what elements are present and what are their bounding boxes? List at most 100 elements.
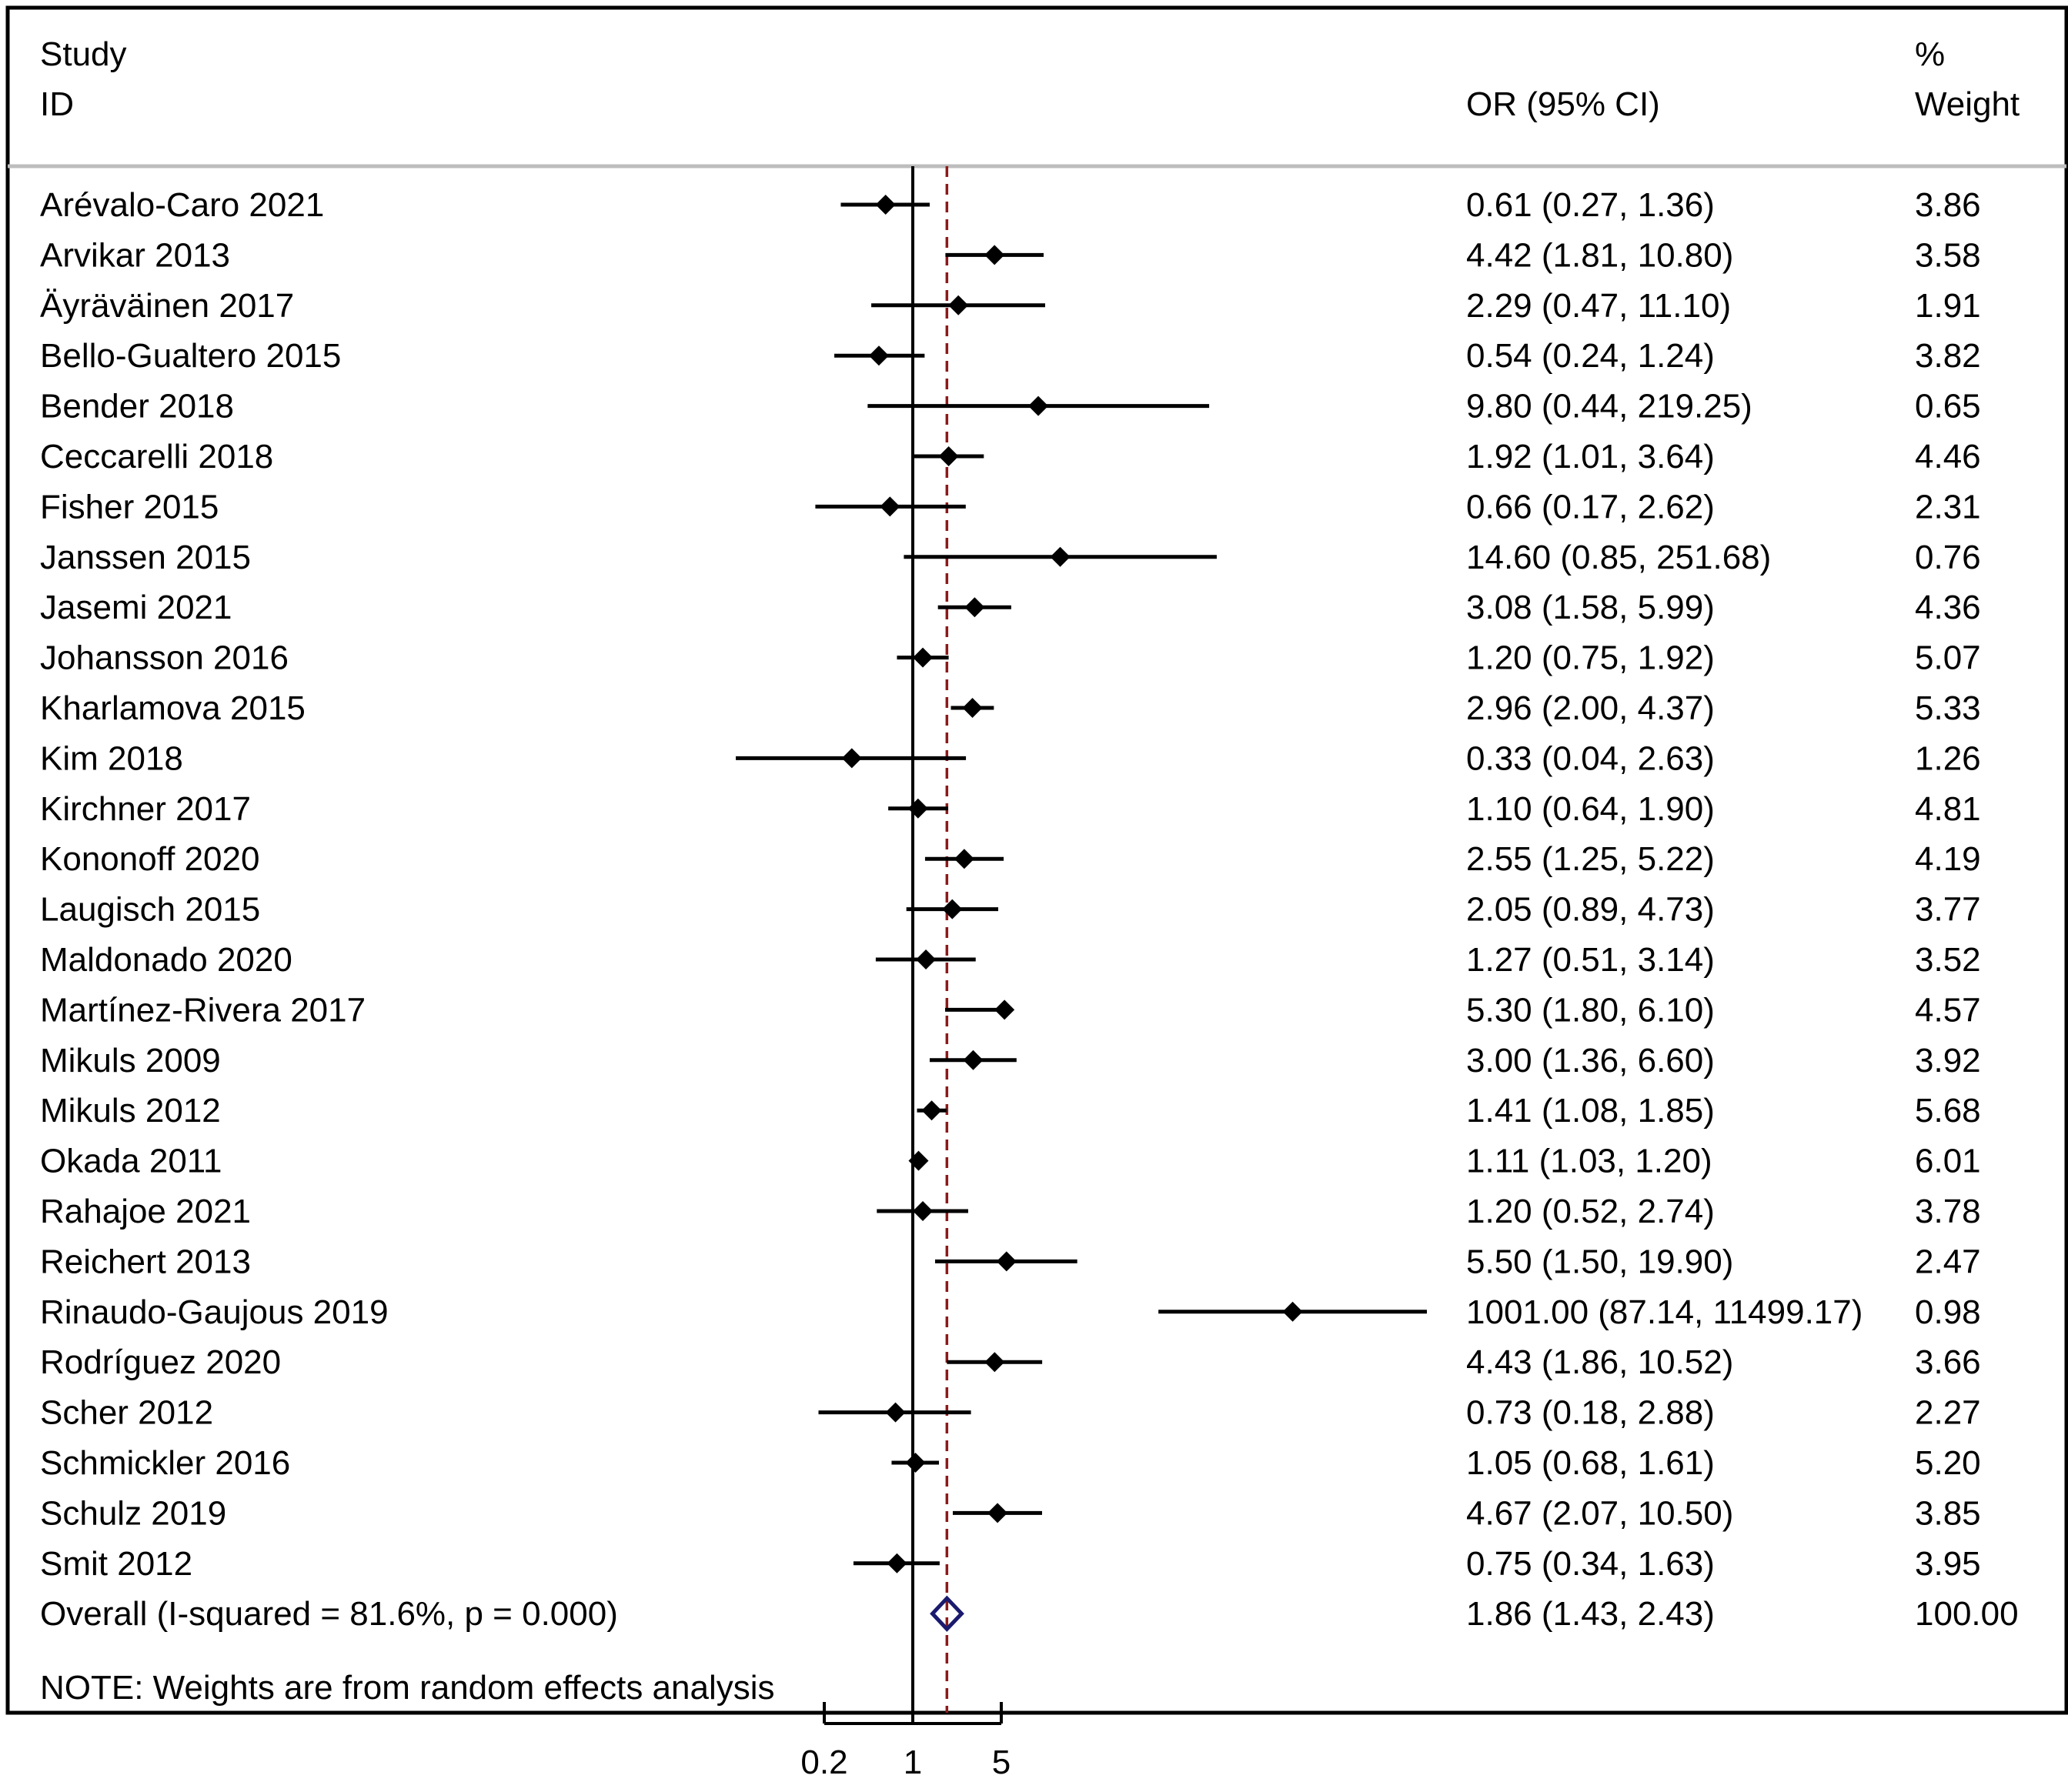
or-ci-label: 1.92 (1.01, 3.64) <box>1466 438 1715 476</box>
weight-label: 4.81 <box>1915 790 1981 828</box>
study-id: Bender 2018 <box>40 388 234 425</box>
or-ci-label: 9.80 (0.44, 219.25) <box>1466 388 1752 425</box>
weight-label: 0.65 <box>1915 388 1981 425</box>
or-ci-label: 4.42 (1.81, 10.80) <box>1466 236 1733 274</box>
study-row: Jasemi 2021 3.08 (1.58, 5.99) 4.36 <box>40 589 1981 626</box>
point-estimate-marker <box>908 1150 929 1171</box>
study-id: Kononoff 2020 <box>40 840 259 878</box>
study-id: Martínez-Rivera 2017 <box>40 991 366 1029</box>
study-id: Rodríguez 2020 <box>40 1343 281 1381</box>
weight-label: 5.20 <box>1915 1444 1981 1482</box>
weight-label: 2.31 <box>1915 488 1981 526</box>
weight-label: 4.46 <box>1915 438 1981 476</box>
point-estimate-marker <box>954 849 974 869</box>
or-ci-label: 1.10 (0.64, 1.90) <box>1466 790 1715 828</box>
study-id: Okada 2011 <box>40 1143 222 1180</box>
point-estimate-marker <box>887 1553 907 1573</box>
study-id: Kirchner 2017 <box>40 790 251 828</box>
study-row: Kim 2018 0.33 (0.04, 2.63) 1.26 <box>40 739 1981 777</box>
study-id: Arévalo-Caro 2021 <box>40 186 324 224</box>
study-id: Rinaudo-Gaujous 2019 <box>40 1293 389 1331</box>
study-id: Fisher 2015 <box>40 488 219 526</box>
point-estimate-marker <box>994 999 1015 1020</box>
point-estimate-marker <box>885 1402 906 1423</box>
study-row: Mikuls 2009 3.00 (1.36, 6.60) 3.92 <box>40 1042 1981 1080</box>
study-id: Reichert 2013 <box>40 1243 251 1280</box>
point-estimate-marker <box>942 899 963 919</box>
study-row: Kirchner 2017 1.10 (0.64, 1.90) 4.81 <box>40 790 1981 828</box>
weight-label: 5.07 <box>1915 639 1981 677</box>
overall-weight-label: 100.00 <box>1915 1595 2019 1633</box>
weight-label: 3.92 <box>1915 1042 1981 1080</box>
point-estimate-marker <box>984 1352 1005 1373</box>
or-ci-label: 0.75 (0.34, 1.63) <box>1466 1545 1715 1583</box>
weight-label: 4.19 <box>1915 840 1981 878</box>
study-row: Kononoff 2020 2.55 (1.25, 5.22) 4.19 <box>40 840 1981 878</box>
study-id: Janssen 2015 <box>40 539 251 576</box>
header-weight: Weight <box>1915 85 2020 123</box>
or-ci-label: 0.66 (0.17, 2.62) <box>1466 488 1715 526</box>
or-ci-label: 0.73 (0.18, 2.88) <box>1466 1394 1715 1432</box>
point-estimate-marker <box>880 496 900 517</box>
header-or: OR (95% CI) <box>1466 85 1660 123</box>
weight-label: 2.47 <box>1915 1243 1981 1280</box>
or-ci-label: 2.29 (0.47, 11.10) <box>1466 287 1731 325</box>
study-row: Smit 2012 0.75 (0.34, 1.63) 3.95 <box>40 1545 1981 1583</box>
header-percent: % <box>1915 35 1945 73</box>
or-ci-label: 2.55 (1.25, 5.22) <box>1466 840 1715 878</box>
study-id: Mikuls 2012 <box>40 1092 221 1130</box>
study-row: Johansson 2016 1.20 (0.75, 1.92) 5.07 <box>40 639 1981 677</box>
header-id: ID <box>40 85 74 123</box>
or-ci-label: 0.54 (0.24, 1.24) <box>1466 337 1715 375</box>
study-id: Smit 2012 <box>40 1545 192 1583</box>
weight-label: 3.86 <box>1915 186 1981 224</box>
point-estimate-marker <box>1050 546 1071 567</box>
study-row: Arvikar 2013 4.42 (1.81, 10.80) 3.58 <box>40 236 1981 274</box>
point-estimate-marker <box>905 1453 926 1473</box>
or-ci-label: 1001.00 (87.14, 11499.17) <box>1466 1293 1863 1331</box>
point-estimate-marker <box>984 245 1005 265</box>
or-ci-label: 14.60 (0.85, 251.68) <box>1466 539 1771 576</box>
or-ci-label: 1.41 (1.08, 1.85) <box>1466 1092 1715 1130</box>
study-row: Bello-Gualtero 2015 0.54 (0.24, 1.24) 3.82 <box>40 337 1981 375</box>
or-ci-label: 2.96 (2.00, 4.37) <box>1466 689 1715 727</box>
point-estimate-marker <box>1028 395 1049 416</box>
point-estimate-marker <box>913 1201 934 1221</box>
overall-or-ci-label: 1.86 (1.43, 2.43) <box>1466 1595 1715 1633</box>
study-row: Martínez-Rivera 2017 5.30 (1.80, 6.10) 4.5… <box>40 991 1981 1029</box>
or-ci-label: 5.50 (1.50, 19.90) <box>1466 1243 1733 1280</box>
study-id: Äyräväinen 2017 <box>40 287 294 325</box>
point-estimate-marker <box>907 798 928 819</box>
or-ci-label: 5.30 (1.80, 6.10) <box>1466 991 1715 1029</box>
or-ci-label: 1.11 (1.03, 1.20) <box>1466 1143 1712 1180</box>
plot-frame <box>5 5 2068 1715</box>
weight-label: 6.01 <box>1915 1143 1981 1180</box>
x-tick-label: 1 <box>904 1744 922 1781</box>
or-ci-label: 3.00 (1.36, 6.60) <box>1466 1042 1715 1080</box>
weight-label: 2.27 <box>1915 1394 1981 1432</box>
point-estimate-marker <box>913 647 934 668</box>
study-id: Mikuls 2009 <box>40 1042 221 1080</box>
study-row: Rahajoe 2021 1.20 (0.52, 2.74) 3.78 <box>40 1193 1981 1230</box>
weight-label: 3.78 <box>1915 1193 1981 1230</box>
weight-label: 4.36 <box>1915 589 1981 626</box>
point-estimate-marker <box>875 195 896 215</box>
study-id: Laugisch 2015 <box>40 891 260 929</box>
study-row: Bender 2018 9.80 (0.44, 219.25) 0.65 <box>40 388 1981 425</box>
point-estimate-marker <box>987 1503 1008 1523</box>
study-row: Äyräväinen 2017 2.29 (0.47, 11.10) 1.91 <box>40 287 1981 325</box>
point-estimate-marker <box>921 1100 942 1121</box>
point-estimate-marker <box>948 295 969 315</box>
weight-label: 1.26 <box>1915 739 1981 777</box>
study-row: Arévalo-Caro 2021 0.61 (0.27, 1.36) 3.86 <box>40 186 1981 224</box>
study-row: Schmickler 2016 1.05 (0.68, 1.61) 5.20 <box>40 1444 1981 1482</box>
study-id: Maldonado 2020 <box>40 941 292 979</box>
point-estimate-marker <box>996 1251 1017 1272</box>
study-id: Kim 2018 <box>40 739 183 777</box>
study-row: Rinaudo-Gaujous 2019 1001.00 (87.14, 1149… <box>40 1293 1981 1331</box>
or-ci-label: 4.43 (1.86, 10.52) <box>1466 1343 1733 1381</box>
weight-label: 3.52 <box>1915 941 1981 979</box>
overall-diamond <box>930 1595 964 1632</box>
x-tick-label: 0.2 <box>800 1744 847 1781</box>
study-row: Okada 2011 1.11 (1.03, 1.20) 6.01 <box>40 1143 1981 1180</box>
